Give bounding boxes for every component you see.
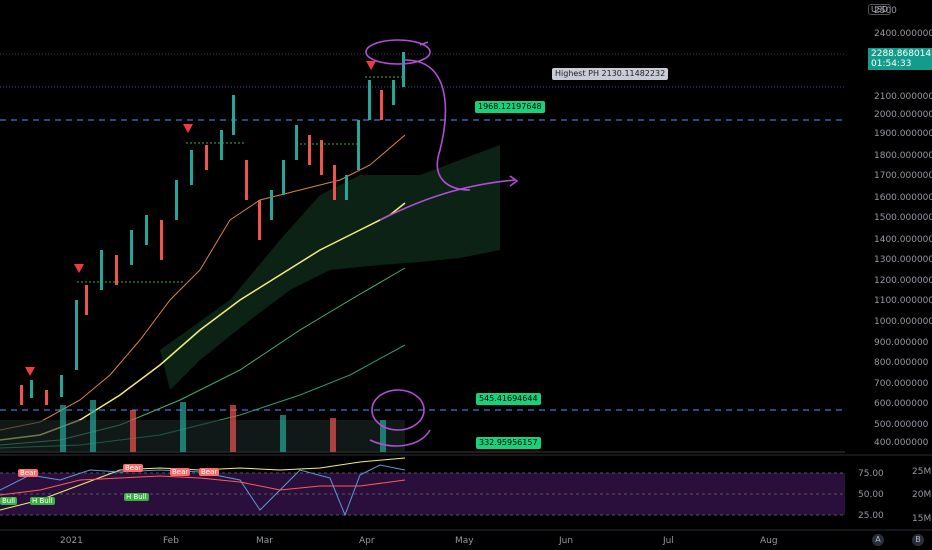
sell-markers bbox=[25, 61, 376, 376]
price-tick: 1400.000000 bbox=[874, 235, 932, 245]
ichimoku-cloud bbox=[160, 145, 500, 390]
purple-annotations bbox=[365, 39, 519, 447]
price-tick: 1900.000000 bbox=[874, 129, 932, 139]
price-tick: 2000.000000 bbox=[874, 110, 932, 120]
price-tick: 1500.000000 bbox=[874, 213, 932, 223]
volume-tick: 25M bbox=[912, 467, 932, 477]
price-tick: 700.000000 bbox=[874, 379, 929, 389]
time-tick: Aug bbox=[760, 536, 778, 546]
auto-scale-button[interactable]: A bbox=[872, 534, 884, 546]
time-tick: Feb bbox=[163, 536, 179, 546]
volume-bars bbox=[0, 400, 405, 452]
price-tick: 800.000000 bbox=[874, 358, 929, 368]
rsi-tick: 50.00 bbox=[858, 490, 884, 500]
bull-tag: H Bull bbox=[30, 497, 55, 505]
volume-tick: 20M bbox=[912, 490, 932, 500]
level-label-332[interactable]: 332.95956157 bbox=[476, 437, 541, 449]
price-tick: 2500 bbox=[874, 6, 897, 16]
bull-tag: Bull bbox=[0, 497, 18, 505]
rsi-tick: 25.00 bbox=[858, 511, 884, 521]
volume-tick: 15M bbox=[912, 514, 932, 524]
price-tick: 400.000000 bbox=[874, 438, 929, 448]
bar-countdown: 01:54:33 bbox=[871, 59, 912, 69]
time-tick: May bbox=[455, 536, 474, 546]
support-segments bbox=[77, 76, 405, 283]
time-tick: Apr bbox=[359, 536, 375, 546]
highest-ph-label[interactable]: Highest PH 2130.11482232 bbox=[552, 68, 669, 80]
time-tick: Mar bbox=[256, 536, 273, 546]
bear-tag: Bear bbox=[199, 468, 220, 476]
currency-badge[interactable]: USD bbox=[868, 4, 892, 15]
bear-tag: Bear bbox=[123, 464, 144, 472]
price-tick: 1800.000000 bbox=[874, 151, 932, 161]
price-tick: 1300.000000 bbox=[874, 255, 932, 265]
price-tick: 900.000000 bbox=[874, 338, 929, 348]
price-tick: 1600.000000 bbox=[874, 193, 932, 203]
price-tick: 600.000000 bbox=[874, 399, 929, 409]
price-tick: 2400.000000 bbox=[874, 29, 932, 39]
bear-tag: Bear bbox=[18, 469, 39, 477]
level-label-1968[interactable]: 1968.12197648 bbox=[475, 101, 545, 113]
rsi-blue bbox=[0, 464, 406, 517]
scale-button[interactable]: B bbox=[912, 534, 924, 546]
price-tick: 500.000000 bbox=[874, 420, 929, 430]
current-price-label: 2288.868014 01:54:33 bbox=[868, 48, 932, 70]
level-label-545[interactable]: 545.41694644 bbox=[476, 393, 541, 405]
ma-orange bbox=[0, 134, 406, 431]
price-tick: 1200.000000 bbox=[874, 276, 932, 286]
time-tick: 2021 bbox=[60, 536, 83, 546]
price-tick: 1700.000000 bbox=[874, 171, 932, 181]
rsi-tick: 75.00 bbox=[858, 469, 884, 479]
price-tick: 1000.000000 bbox=[874, 317, 932, 327]
time-tick: Jul bbox=[663, 536, 674, 546]
price-tick: 2100.000000 bbox=[874, 92, 932, 102]
time-tick: Jun bbox=[559, 536, 574, 546]
current-price: 2288.868014 bbox=[871, 49, 932, 59]
candles bbox=[20, 52, 405, 405]
bull-tag: H Bull bbox=[124, 493, 149, 501]
bear-tag: Bear bbox=[170, 468, 191, 476]
rsi-red bbox=[0, 475, 406, 496]
price-tick: 1100.000000 bbox=[874, 296, 932, 306]
